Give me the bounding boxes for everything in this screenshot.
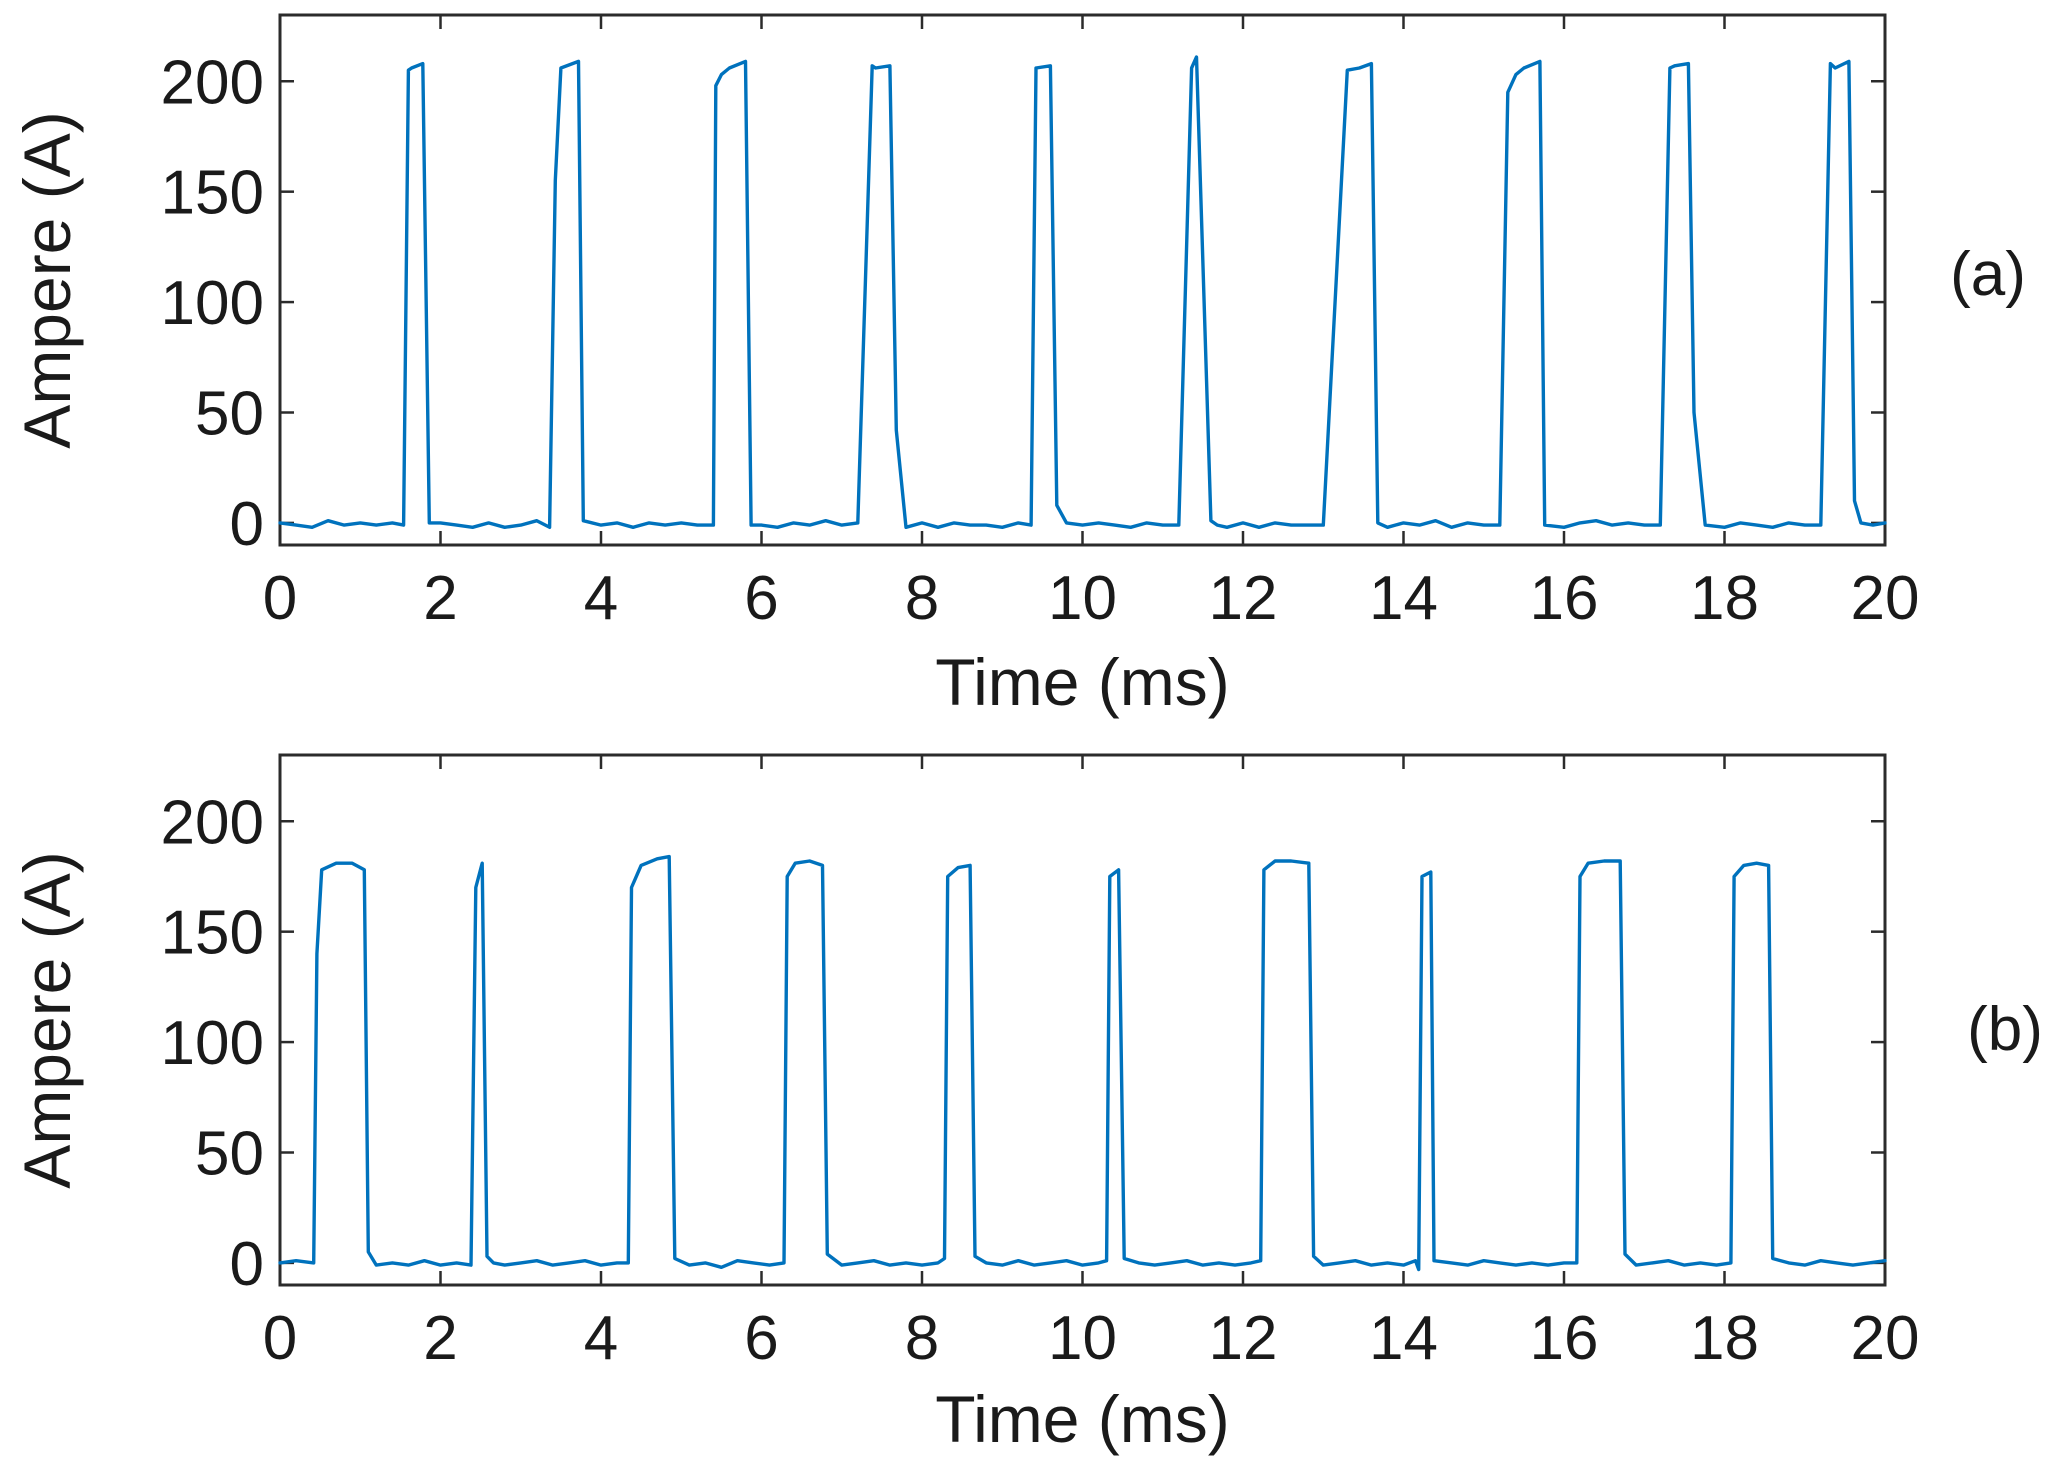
y-tick-label: 200 [161,48,264,117]
x-tick-label: 16 [1530,1304,1599,1373]
series-line-0 [278,854,1887,1272]
panel-label: (b) [1967,995,2043,1064]
x-tick-label: 2 [423,1304,457,1373]
x-axis-title: Time (ms) [935,1382,1230,1456]
y-tick-label: 0 [230,1230,264,1299]
x-tick-label: 18 [1690,564,1759,633]
x-axis-title: Time (ms) [935,645,1230,719]
y-axis-title: Ampere (A) [10,111,84,448]
y-tick-label: 100 [161,1009,264,1078]
x-tick-label: 12 [1209,564,1278,633]
x-tick-label: 8 [905,564,939,633]
y-tick-label: 50 [195,380,264,449]
x-tick-label: 4 [584,1304,618,1373]
x-tick-label: 6 [744,564,778,633]
y-axis-title: Ampere (A) [10,851,84,1188]
panel-label: (a) [1950,240,2026,309]
x-tick-label: 0 [263,564,297,633]
plot-frame [278,13,1887,547]
x-tick-label: 10 [1048,1304,1117,1373]
series-line-0 [278,55,1887,529]
y-tick-label: 150 [161,159,264,228]
x-tick-label: 12 [1209,1304,1278,1373]
y-tick-label: 150 [161,899,264,968]
plot-frame [278,753,1887,1287]
y-tick-label: 50 [195,1120,264,1189]
y-tick-label: 200 [161,788,264,857]
x-tick-label: 4 [584,564,618,633]
x-tick-label: 2 [423,564,457,633]
x-tick-label: 8 [905,1304,939,1373]
x-tick-label: 16 [1530,564,1599,633]
x-tick-label: 14 [1369,1304,1438,1373]
x-tick-label: 14 [1369,564,1438,633]
x-tick-label: 6 [744,1304,778,1373]
y-tick-label: 100 [161,269,264,338]
x-tick-label: 20 [1851,1304,1920,1373]
x-tick-label: 20 [1851,564,1920,633]
x-tick-label: 10 [1048,564,1117,633]
x-tick-label: 18 [1690,1304,1759,1373]
x-tick-label: 0 [263,1304,297,1373]
y-tick-label: 0 [230,490,264,559]
